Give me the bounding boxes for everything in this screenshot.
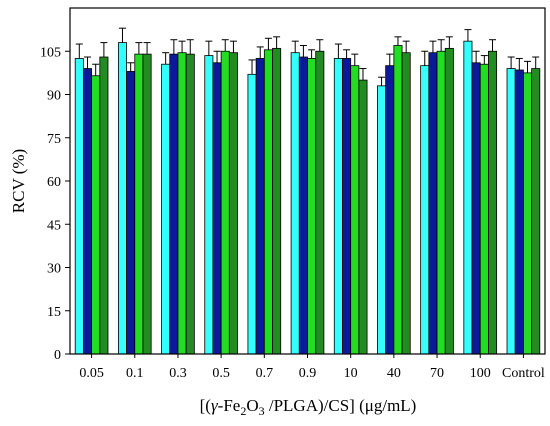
bar: [350, 65, 360, 355]
y-tick-label: 15: [47, 305, 61, 320]
x-tick-label: 10: [344, 366, 358, 381]
bar: [479, 63, 489, 355]
y-tick-label: 0: [54, 348, 61, 363]
bar: [134, 53, 144, 355]
y-tick-label: 105: [40, 45, 61, 60]
bar: [514, 69, 524, 355]
x-tick-label: 40: [387, 366, 401, 381]
bar: [204, 55, 214, 355]
y-axis: 0 15 30 45 60 75 90 105: [40, 45, 70, 363]
bar: [315, 50, 325, 355]
x-tick-label: Control: [502, 366, 545, 381]
bar: [488, 50, 498, 355]
bars-group: [74, 40, 541, 355]
y-axis-title: RCV (%): [9, 149, 28, 213]
y-tick-label: 45: [47, 218, 61, 233]
bar: [428, 52, 438, 355]
x-axis: 0.05 0.1 0.3 0.5 0.7 0.9 10 40 70 100 Control: [79, 354, 545, 381]
x-axis-title-part: [(: [200, 396, 212, 415]
bar: [91, 75, 101, 355]
error-bars-group: [75, 27, 540, 86]
x-axis-title: [(γ-Fe2O3 /PLGA)/CS] (μg/mL): [200, 396, 417, 418]
bar: [263, 49, 273, 355]
x-tick-label: 0.3: [169, 366, 187, 381]
y-tick-label: 75: [47, 132, 61, 147]
x-axis-title-part: 3: [259, 404, 265, 418]
bar: [99, 56, 109, 355]
bar: [333, 58, 343, 355]
x-axis-title-part: O: [246, 396, 258, 415]
bar: [298, 56, 308, 355]
bar: [420, 65, 430, 355]
bar: [358, 79, 368, 355]
bar: [228, 52, 238, 355]
bar: [117, 42, 127, 355]
bar: [247, 73, 257, 355]
bar: [531, 68, 541, 355]
bar: [290, 52, 300, 355]
bar: [272, 47, 282, 355]
bar: [74, 58, 84, 355]
bar: [177, 52, 187, 355]
bar: [220, 50, 230, 355]
x-axis-title-part: γ: [211, 396, 219, 415]
bar: [169, 53, 179, 355]
bar: [185, 53, 195, 355]
bar: [444, 47, 454, 355]
x-tick-label: 100: [470, 366, 491, 381]
x-tick-label: 0.9: [299, 366, 317, 381]
bar: [126, 71, 136, 355]
bar: [471, 62, 481, 355]
bar: [401, 52, 411, 355]
bar: [161, 63, 171, 355]
bar: [463, 40, 473, 355]
x-tick-label: 0.05: [79, 366, 104, 381]
bar: [506, 68, 516, 355]
bar: [307, 58, 317, 355]
bar: [436, 50, 446, 355]
bar: [523, 72, 533, 355]
bar: [212, 62, 222, 355]
y-tick-label: 90: [47, 89, 61, 104]
x-axis-title-part: 2: [240, 404, 246, 418]
x-tick-label: 0.1: [126, 366, 144, 381]
bar: [342, 58, 352, 355]
bar: [377, 85, 387, 355]
x-axis-title-part: /PLGA)/CS] (μg/mL): [265, 396, 417, 415]
x-tick-label: 0.5: [212, 366, 230, 381]
x-tick-label: 70: [430, 366, 444, 381]
bar: [255, 58, 265, 355]
y-tick-label: 30: [47, 262, 61, 277]
x-tick-label: 0.7: [256, 366, 274, 381]
x-axis-title-part: -Fe: [218, 396, 241, 415]
bar: [142, 53, 152, 355]
y-tick-label: 60: [47, 175, 61, 190]
bar: [393, 45, 403, 355]
bar: [82, 68, 92, 355]
bar: [385, 65, 395, 355]
